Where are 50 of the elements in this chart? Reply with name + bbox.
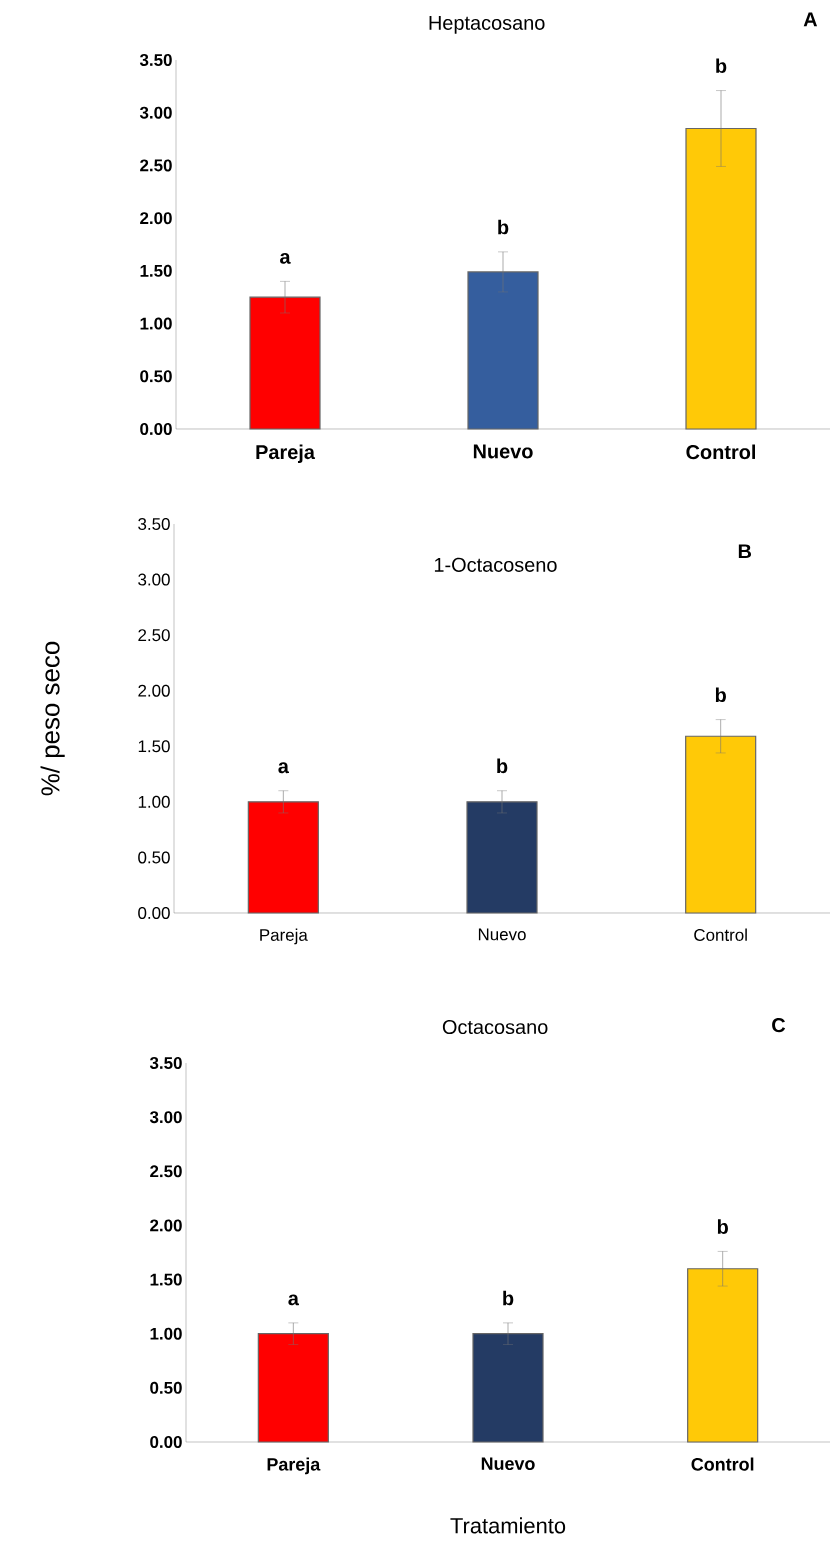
y-tick-label: 1.00 [138, 795, 170, 808]
y-tick-label: 1.50 [138, 740, 170, 753]
chart-title: Heptacosano [429, 16, 545, 34]
chart-title: Octacosano [442, 1019, 548, 1035]
x-tick-label: Pareja [256, 444, 316, 464]
y-tick-label: 0.00 [150, 1436, 182, 1448]
y-tick-label: 3.50 [149, 1056, 182, 1069]
text: A [803, 12, 818, 27]
x-tick-label: Pareja [267, 1457, 321, 1475]
x-tick-label: Control [691, 1457, 754, 1471]
annotation: b [717, 1219, 728, 1234]
annotation: b [498, 219, 509, 235]
y-tick-label: 2.50 [150, 1165, 182, 1178]
y-tick-label: 0.00 [140, 422, 172, 435]
y-tick-label: 1.00 [140, 317, 172, 330]
annotation: B [738, 544, 752, 559]
y-tick-label: 3.00 [138, 573, 170, 586]
annotation: b [716, 58, 727, 74]
x-tick-label: Nuevo [478, 928, 526, 941]
y-tick-label: 1.50 [140, 264, 172, 277]
x-tick-label: Control [694, 928, 747, 941]
annotation: b [715, 687, 726, 703]
y-axis-title: %/ peso seco [40, 641, 65, 796]
annotation: b [503, 1290, 514, 1306]
y-tick-label: 2.00 [150, 1219, 182, 1232]
y-tick-label: 2.50 [140, 159, 172, 172]
y-tick-label: 3.50 [139, 53, 172, 66]
annotation: a [280, 252, 291, 264]
annotation: a [288, 1294, 299, 1306]
y-tick-label: 3.50 [138, 517, 170, 530]
x-axis-title: Tratamiento [450, 1517, 566, 1534]
text: C [772, 1018, 786, 1033]
y-tick-label: 3.00 [139, 106, 172, 119]
x-tick-label: Nuevo [473, 444, 533, 459]
y-tick-label: 2.00 [138, 684, 170, 697]
y-tick-label: 0.50 [140, 370, 172, 383]
x-tick-label: Pareja [260, 928, 308, 945]
annotation: a [278, 762, 289, 774]
y-tick-label: 3.00 [149, 1111, 182, 1124]
y-tick-label: 1.00 [150, 1327, 182, 1340]
y-tick-label: 0.50 [150, 1381, 182, 1394]
y-tick-label: 0.50 [138, 851, 170, 864]
text: 1-Octacoseno [434, 557, 557, 572]
x-tick-label: Control [686, 444, 756, 460]
y-tick-label: 2.00 [140, 212, 172, 225]
annotation: b [497, 758, 508, 774]
x-tick-label: Nuevo [481, 1457, 535, 1471]
y-tick-label: 0.00 [138, 906, 170, 919]
y-tick-label: 1.50 [150, 1273, 182, 1286]
y-tick-label: 2.50 [138, 629, 170, 642]
